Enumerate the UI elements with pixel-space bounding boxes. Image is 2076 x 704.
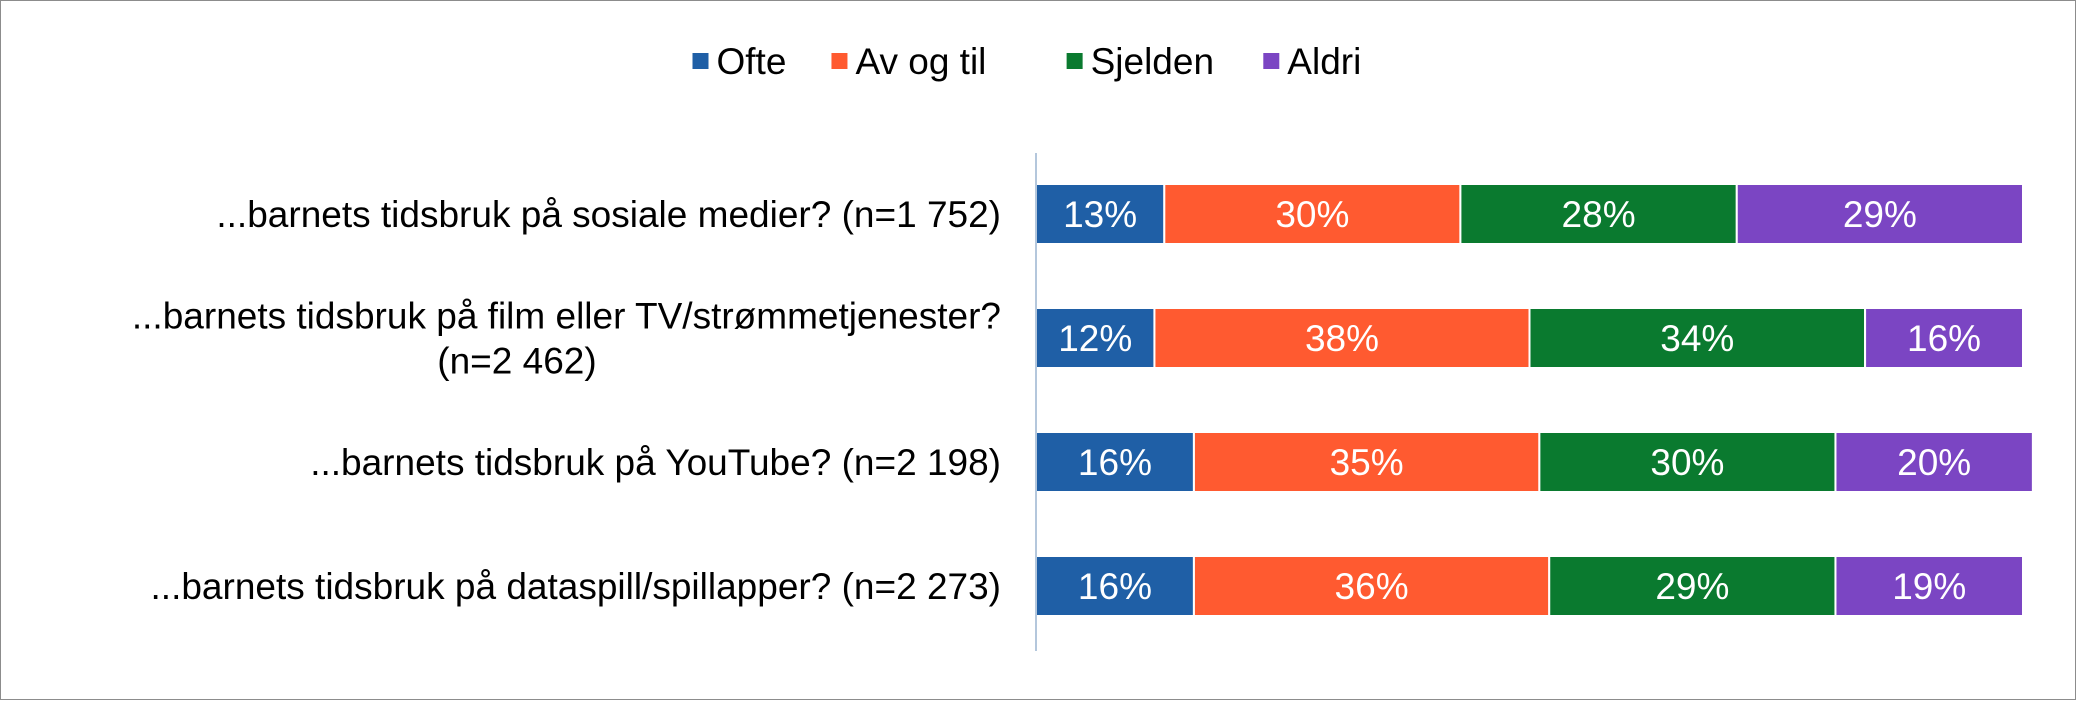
data-label: 30% (1275, 194, 1349, 235)
legend-item: Aldri (1263, 41, 1361, 82)
bar-row: 16% 36% 29% 19% (1035, 555, 2024, 617)
bar-segment-aldri (1834, 431, 2034, 493)
legend-item: Av og til (831, 41, 986, 82)
data-label: 19% (1892, 566, 1966, 607)
data-label: 20% (1897, 442, 1971, 483)
data-label: 29% (1655, 566, 1729, 607)
legend-swatch (1066, 53, 1083, 69)
category-label: ...barnets tidsbruk på dataspill/spillap… (151, 566, 1001, 607)
category-label: ...barnets tidsbruk på YouTube? (n=2 198… (310, 442, 1001, 483)
bar-segment-ofte (1035, 307, 1156, 369)
data-label: 13% (1063, 194, 1137, 235)
data-label: 12% (1058, 318, 1132, 359)
data-label: 36% (1335, 566, 1409, 607)
category-label: (n=2 462) (437, 341, 596, 382)
bars: 13% 30% 28% 29% 12% 38% 34% 16% 16% 35% 30% 20% 16% 3… (1035, 183, 2034, 617)
data-label: 29% (1843, 194, 1917, 235)
data-label: 16% (1078, 442, 1152, 483)
data-label: 16% (1078, 566, 1152, 607)
data-label: 35% (1330, 442, 1404, 483)
category-label: ...barnets tidsbruk på sosiale medier? (… (216, 194, 1001, 235)
data-label: 30% (1650, 442, 1724, 483)
legend: Ofte Av og til Sjelden Aldri (692, 41, 1361, 82)
bar-segment-aldri (1735, 183, 2025, 245)
data-label: 16% (1907, 318, 1981, 359)
bar-segment-av-og-til (1192, 555, 1551, 617)
bar-segment-sjelden (1528, 307, 1867, 369)
data-label: 28% (1562, 194, 1636, 235)
bar-row: 12% 38% 34% 16% (1035, 307, 2024, 369)
bar-segment-aldri (1834, 555, 2024, 617)
data-label: 38% (1305, 318, 1379, 359)
category-label: ...barnets tidsbruk på film eller TV/str… (132, 296, 1001, 337)
bar-row: 16% 35% 30% 20% (1035, 431, 2034, 493)
category-labels: ...barnets tidsbruk på sosiale medier? (… (132, 194, 1001, 607)
legend-item: Sjelden (1066, 41, 1214, 82)
legend-swatch (692, 53, 709, 69)
bar-segment-av-og-til (1153, 307, 1531, 369)
legend-label: Ofte (717, 41, 787, 82)
legend-item: Ofte (692, 41, 787, 82)
legend-label: Av og til (855, 41, 986, 82)
bar-segment-sjelden (1459, 183, 1738, 245)
legend-swatch (831, 53, 848, 69)
bar-segment-ofte (1035, 555, 1195, 617)
bar-segment-aldri (1864, 307, 2024, 369)
data-label: 34% (1660, 318, 1734, 359)
legend-label: Sjelden (1091, 41, 1214, 82)
bar-segment-av-og-til (1192, 431, 1541, 493)
legend-swatch (1263, 53, 1280, 69)
bar-segment-av-og-til (1163, 183, 1462, 245)
legend-label: Aldri (1287, 41, 1361, 82)
bar-row: 13% 30% 28% 29% (1035, 183, 2025, 245)
